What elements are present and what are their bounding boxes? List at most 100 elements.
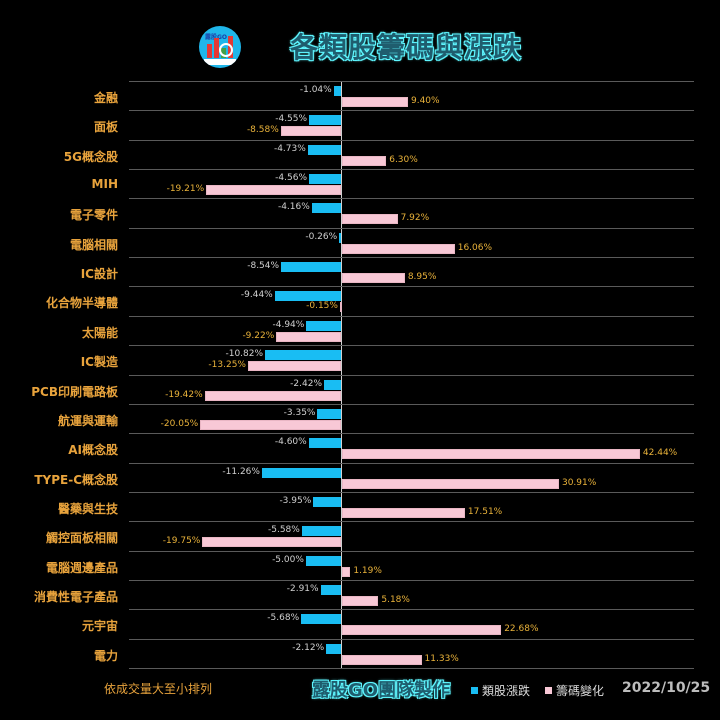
chip-change-value: -0.15% — [306, 301, 338, 312]
chip-change-value: 8.95% — [407, 272, 437, 283]
grid-line — [129, 491, 694, 493]
price-change-bar — [274, 291, 341, 302]
logo-banner — [204, 59, 236, 65]
price-change-bar — [320, 584, 341, 595]
price-change-bar — [324, 379, 341, 390]
price-change-value: -4.94% — [272, 319, 305, 330]
chip-change-bar — [200, 419, 341, 430]
category-label: MIH — [91, 177, 118, 192]
grid-line — [129, 550, 694, 552]
chip-change-value: 17.51% — [467, 506, 503, 517]
magnifier-icon — [219, 43, 233, 57]
price-change-value: -4.16% — [277, 202, 310, 213]
category-label: IC設計 — [80, 267, 118, 282]
chip-change-value: -19.42% — [165, 389, 203, 400]
category-label: 電子零件 — [69, 208, 118, 223]
grid-line — [129, 374, 694, 376]
chip-change-bar — [342, 97, 408, 107]
grid-line — [129, 521, 694, 523]
grid-line — [129, 433, 694, 435]
grid-line — [129, 345, 694, 347]
report-date: 2022/10/25 — [622, 680, 711, 696]
category-label: 電腦相關 — [69, 237, 118, 252]
chip-change-bar — [202, 537, 341, 548]
legend-label: 籌碼變化 — [556, 684, 605, 698]
grid-line — [129, 139, 694, 141]
logo: 露股GO — [199, 26, 241, 68]
category-label: 觸控面板相關 — [45, 531, 118, 546]
chip-change-value: 42.44% — [642, 448, 678, 459]
logo-bar-icon — [207, 44, 212, 58]
price-change-bar — [301, 526, 341, 537]
chip-change-value: -19.21% — [166, 184, 205, 195]
price-change-value: -3.35% — [283, 407, 316, 418]
price-change-value: -9.44% — [240, 290, 273, 301]
grid-line — [129, 403, 694, 405]
price-change-bar — [308, 174, 341, 185]
price-change-value: -4.56% — [275, 173, 307, 184]
chip-change-value: 22.68% — [504, 624, 539, 635]
grid-line — [129, 198, 694, 200]
legend-label: 類股漲跌 — [482, 684, 531, 698]
chip-change-bar — [280, 126, 341, 137]
category-label: 電腦週邊產品 — [45, 560, 118, 575]
chip-change-value: -13.25% — [208, 360, 246, 371]
brand-credit: 露股GO團隊製作 — [312, 680, 451, 701]
chip-change-value: -20.05% — [160, 418, 199, 429]
price-change-bar — [317, 408, 341, 419]
chip-change-bar — [342, 243, 455, 254]
price-change-bar — [333, 86, 341, 96]
price-change-value: -5.00% — [272, 554, 304, 565]
chip-change-value: 9.40% — [410, 96, 440, 106]
price-change-value: -0.26% — [305, 231, 338, 242]
price-change-value: -2.91% — [286, 583, 319, 594]
price-change-value: -1.04% — [299, 85, 332, 95]
legend-item-chip: 籌碼變化 — [545, 682, 604, 699]
chip-change-value: -9.22% — [242, 330, 275, 341]
grid-line — [129, 227, 694, 229]
category-label: 航運與運輸 — [57, 413, 118, 428]
chip-change-bar — [339, 302, 342, 313]
chip-change-value: 1.19% — [353, 565, 382, 576]
grid-line — [129, 169, 694, 171]
price-change-bar — [305, 555, 341, 566]
category-label: 5G概念股 — [63, 149, 118, 164]
grid-line — [129, 638, 694, 640]
grid-line — [129, 315, 694, 317]
price-change-bar — [307, 144, 341, 155]
grid-line — [129, 257, 694, 259]
chip-change-bar — [342, 478, 559, 489]
category-label: 太陽能 — [81, 325, 118, 340]
chip-change-bar — [342, 214, 398, 225]
category-label: 金融 — [93, 91, 118, 105]
page-title: 各類股籌碼與漲跌 — [290, 31, 523, 64]
category-label: 面板 — [93, 120, 118, 135]
grid-line — [129, 609, 694, 611]
price-change-value: -8.54% — [247, 261, 280, 272]
chip-change-value: -8.58% — [246, 125, 279, 136]
price-change-value: -11.26% — [222, 466, 260, 477]
price-change-bar — [261, 467, 341, 478]
sort-note: 依成交量大至小排列 — [104, 682, 213, 696]
chip-change-bar — [342, 595, 379, 606]
chip-change-value: 6.30% — [389, 154, 418, 165]
chip-change-bar — [342, 507, 465, 518]
chip-change-bar — [342, 625, 502, 636]
price-change-bar — [306, 320, 341, 331]
legend-swatch-blue-icon — [471, 687, 478, 694]
price-change-bar — [301, 614, 341, 625]
chip-change-bar — [342, 449, 640, 460]
price-change-bar — [313, 496, 341, 507]
grid-line — [129, 579, 694, 581]
price-change-bar — [281, 262, 341, 273]
chip-change-bar — [342, 273, 405, 284]
price-change-value: -2.12% — [292, 642, 325, 653]
price-change-value: -4.60% — [274, 437, 307, 448]
legend-swatch-pink-icon — [545, 687, 552, 694]
category-label: 電力 — [93, 648, 118, 663]
chip-change-value: 16.06% — [457, 242, 493, 253]
chip-change-value: -19.75% — [162, 536, 201, 547]
price-change-bar — [339, 232, 341, 243]
price-change-value: -10.82% — [225, 349, 264, 360]
